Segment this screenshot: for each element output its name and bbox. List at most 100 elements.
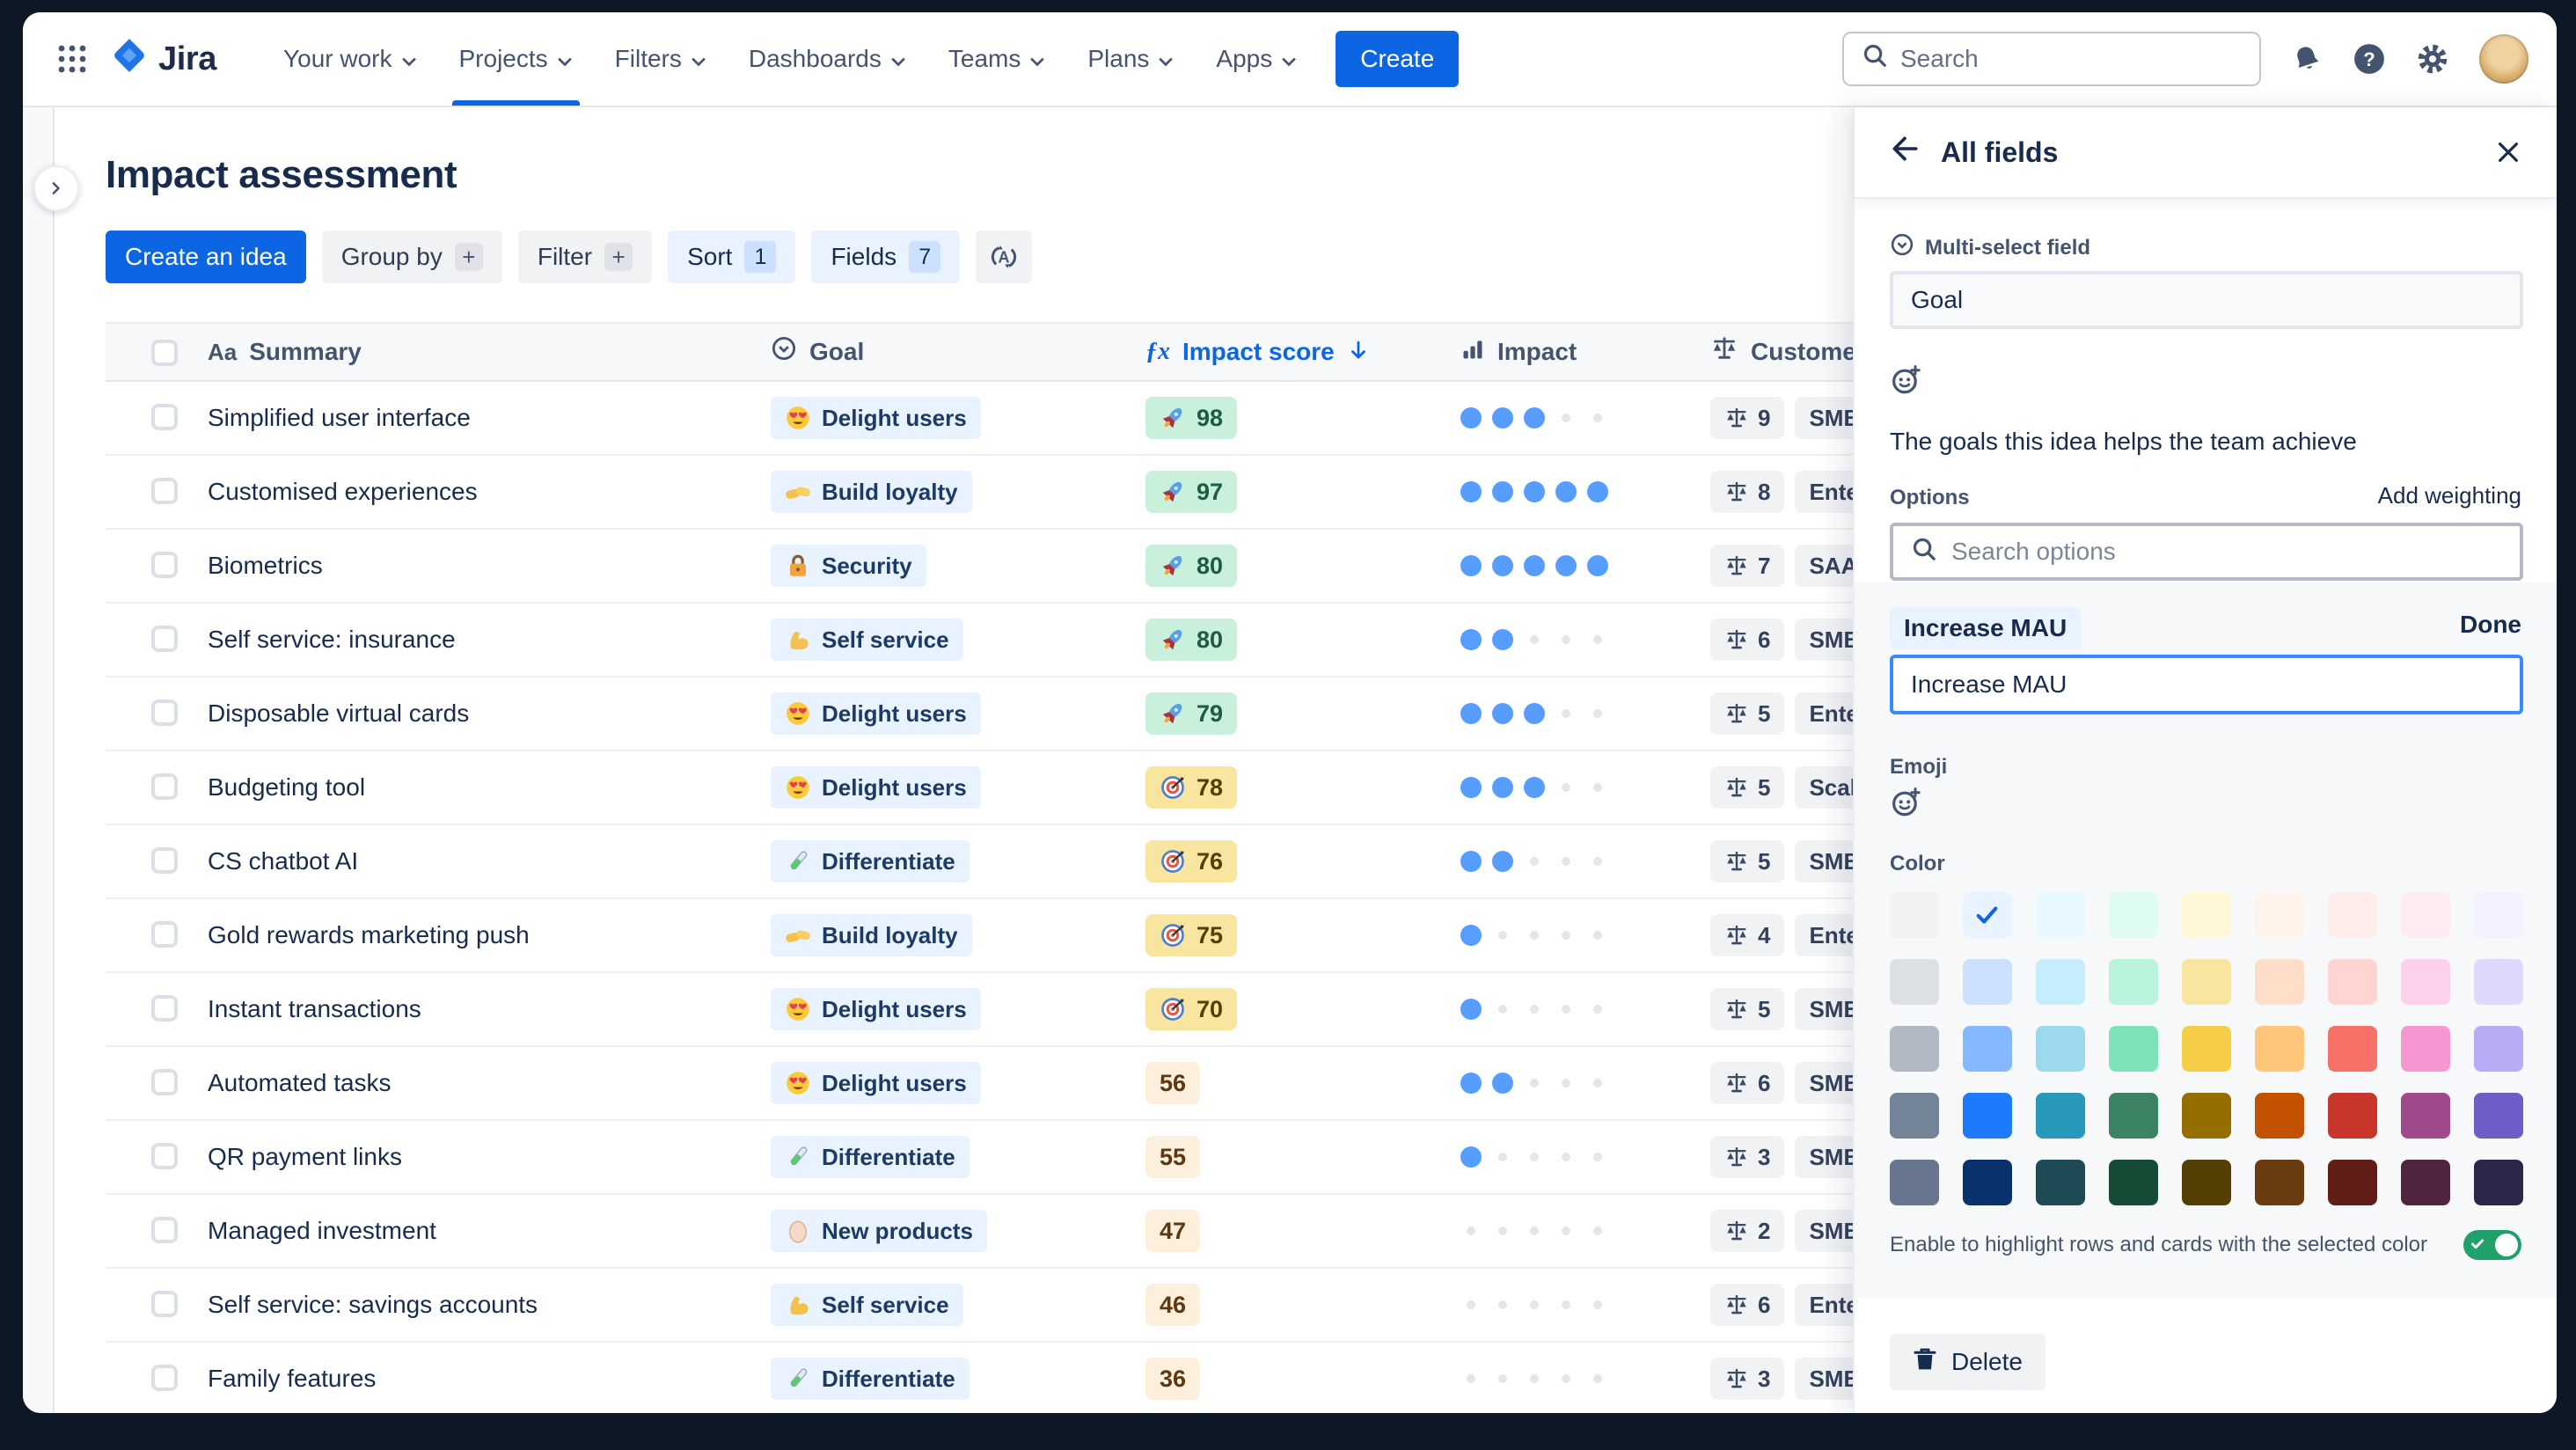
global-search[interactable] bbox=[1842, 32, 2261, 86]
customer-count-pill[interactable]: 2 bbox=[1710, 1210, 1785, 1252]
color-swatch[interactable] bbox=[1890, 1093, 1939, 1139]
highlight-toggle[interactable] bbox=[2463, 1230, 2521, 1260]
table-row[interactable]: Biometrics Security 80 7 SAAS bbox=[106, 530, 1976, 604]
customer-count-pill[interactable]: 3 bbox=[1710, 1358, 1785, 1400]
search-options-field[interactable]: Search options bbox=[1890, 523, 2523, 581]
settings-gear-icon[interactable] bbox=[2416, 42, 2449, 76]
color-swatch[interactable] bbox=[2182, 1160, 2231, 1205]
nav-item-plans[interactable]: Plans bbox=[1070, 12, 1191, 106]
color-swatch[interactable] bbox=[2255, 892, 2304, 938]
app-switcher-icon[interactable] bbox=[48, 34, 97, 84]
row-summary[interactable]: Managed investment bbox=[208, 1217, 436, 1244]
customer-count-pill[interactable]: 3 bbox=[1710, 1136, 1785, 1178]
color-swatch[interactable] bbox=[2401, 1026, 2450, 1072]
table-row[interactable]: Simplified user interface Delight users … bbox=[106, 382, 1976, 456]
impact-column-header[interactable]: Impact bbox=[1460, 324, 1577, 380]
table-row[interactable]: Self service: savings accounts Self serv… bbox=[106, 1269, 1976, 1343]
customer-count-pill[interactable]: 6 bbox=[1710, 1062, 1785, 1104]
row-checkbox[interactable] bbox=[151, 773, 178, 800]
row-summary[interactable]: Automated tasks bbox=[208, 1069, 392, 1096]
customer-count-pill[interactable]: 4 bbox=[1710, 914, 1785, 956]
table-row[interactable]: Managed investment New products 47 2 SMB bbox=[106, 1195, 1976, 1269]
nav-item-teams[interactable]: Teams bbox=[931, 12, 1063, 106]
nav-item-your-work[interactable]: Your work bbox=[266, 12, 434, 106]
goal-pill[interactable]: Self service bbox=[771, 1284, 963, 1326]
row-checkbox[interactable] bbox=[151, 921, 178, 948]
option-name-input[interactable]: Increase MAU bbox=[1890, 655, 2523, 714]
notification-bell-icon[interactable] bbox=[2291, 43, 2323, 75]
user-avatar[interactable] bbox=[2479, 34, 2528, 84]
emoji-add-icon[interactable] bbox=[1890, 787, 1921, 825]
goal-pill[interactable]: New products bbox=[771, 1210, 987, 1252]
row-checkbox[interactable] bbox=[151, 1365, 178, 1391]
summary-column-header[interactable]: Aa Summary bbox=[208, 338, 362, 365]
row-summary[interactable]: Customised experiences bbox=[208, 478, 478, 505]
color-swatch[interactable] bbox=[2401, 1093, 2450, 1139]
customer-count-pill[interactable]: 5 bbox=[1710, 988, 1785, 1030]
color-swatch[interactable] bbox=[2255, 1160, 2304, 1205]
table-row[interactable]: Family features Differentiate 36 3 SMB bbox=[106, 1343, 1976, 1413]
goal-pill[interactable]: Differentiate bbox=[771, 1136, 970, 1178]
impact-score-column-header[interactable]: ƒx Impact score bbox=[1145, 324, 1370, 380]
color-swatch[interactable] bbox=[2474, 1026, 2523, 1072]
color-swatch[interactable] bbox=[2036, 959, 2085, 1005]
create-idea-button[interactable]: Create an idea bbox=[106, 231, 306, 283]
table-row[interactable]: Disposable virtual cards Delight users 7… bbox=[106, 677, 1976, 751]
group-by-button[interactable]: Group by + bbox=[321, 231, 502, 283]
row-summary[interactable]: Gold rewards marketing push bbox=[208, 921, 530, 948]
color-swatch[interactable] bbox=[2474, 892, 2523, 938]
customer-count-pill[interactable]: 9 bbox=[1710, 397, 1785, 439]
color-swatch[interactable] bbox=[2474, 959, 2523, 1005]
field-name-input[interactable]: Goal bbox=[1890, 271, 2523, 329]
color-swatch[interactable] bbox=[2328, 1026, 2377, 1072]
done-button[interactable]: Done bbox=[2460, 611, 2521, 638]
row-summary[interactable]: Self service: savings accounts bbox=[208, 1291, 538, 1318]
sort-button[interactable]: Sort 1 bbox=[668, 231, 796, 283]
fields-button[interactable]: Fields 7 bbox=[811, 231, 961, 283]
color-swatch[interactable] bbox=[1890, 959, 1939, 1005]
table-row[interactable]: Budgeting tool Delight users 78 5 Scale bbox=[106, 751, 1976, 825]
color-swatch[interactable] bbox=[2182, 1093, 2231, 1139]
emoji-add-icon[interactable] bbox=[1890, 364, 1921, 403]
customer-count-pill[interactable]: 8 bbox=[1710, 471, 1785, 513]
color-swatch[interactable] bbox=[1963, 892, 2012, 938]
row-checkbox[interactable] bbox=[151, 478, 178, 504]
nav-item-apps[interactable]: Apps bbox=[1198, 12, 1314, 106]
row-checkbox[interactable] bbox=[151, 1069, 178, 1095]
goal-pill[interactable]: Delight users bbox=[771, 988, 981, 1030]
row-checkbox[interactable] bbox=[151, 1143, 178, 1169]
delete-field-button[interactable]: Delete bbox=[1890, 1334, 2045, 1390]
customer-column-header[interactable]: Customer bbox=[1710, 324, 1866, 380]
table-row[interactable]: Gold rewards marketing push Build loyalt… bbox=[106, 899, 1976, 973]
jira-logo[interactable]: Jira bbox=[111, 37, 216, 81]
row-summary[interactable]: Biometrics bbox=[208, 552, 323, 579]
goal-pill[interactable]: Differentiate bbox=[771, 840, 970, 882]
row-summary[interactable]: Disposable virtual cards bbox=[208, 699, 470, 727]
row-checkbox[interactable] bbox=[151, 404, 178, 430]
table-row[interactable]: Customised experiences Build loyalty 97 … bbox=[106, 456, 1976, 530]
color-swatch[interactable] bbox=[1963, 1093, 2012, 1139]
color-swatch[interactable] bbox=[2036, 1093, 2085, 1139]
table-row[interactable]: Instant transactions Delight users 70 5 … bbox=[106, 973, 1976, 1047]
create-button[interactable]: Create bbox=[1336, 31, 1460, 87]
color-swatch[interactable] bbox=[2182, 892, 2231, 938]
row-summary[interactable]: Budgeting tool bbox=[208, 773, 366, 801]
table-row[interactable]: Self service: insurance Self service 80 … bbox=[106, 604, 1976, 677]
color-swatch[interactable] bbox=[1890, 1160, 1939, 1205]
color-swatch[interactable] bbox=[2255, 1026, 2304, 1072]
row-summary[interactable]: Self service: insurance bbox=[208, 626, 456, 653]
close-icon[interactable] bbox=[2495, 139, 2521, 165]
customer-count-pill[interactable]: 5 bbox=[1710, 840, 1785, 882]
row-checkbox[interactable] bbox=[151, 847, 178, 874]
color-swatch[interactable] bbox=[2182, 1026, 2231, 1072]
color-swatch[interactable] bbox=[2328, 892, 2377, 938]
color-swatch[interactable] bbox=[2474, 1160, 2523, 1205]
goal-pill[interactable]: Build loyalty bbox=[771, 471, 972, 513]
color-swatch[interactable] bbox=[2036, 1160, 2085, 1205]
row-summary[interactable]: Family features bbox=[208, 1365, 377, 1392]
goal-pill[interactable]: Delight users bbox=[771, 1062, 981, 1104]
customer-count-pill[interactable]: 6 bbox=[1710, 619, 1785, 661]
table-row[interactable]: CS chatbot AI Differentiate 76 5 SMB bbox=[106, 825, 1976, 899]
row-summary[interactable]: Instant transactions bbox=[208, 995, 421, 1022]
add-weighting-link[interactable]: Add weighting bbox=[2377, 482, 2521, 509]
